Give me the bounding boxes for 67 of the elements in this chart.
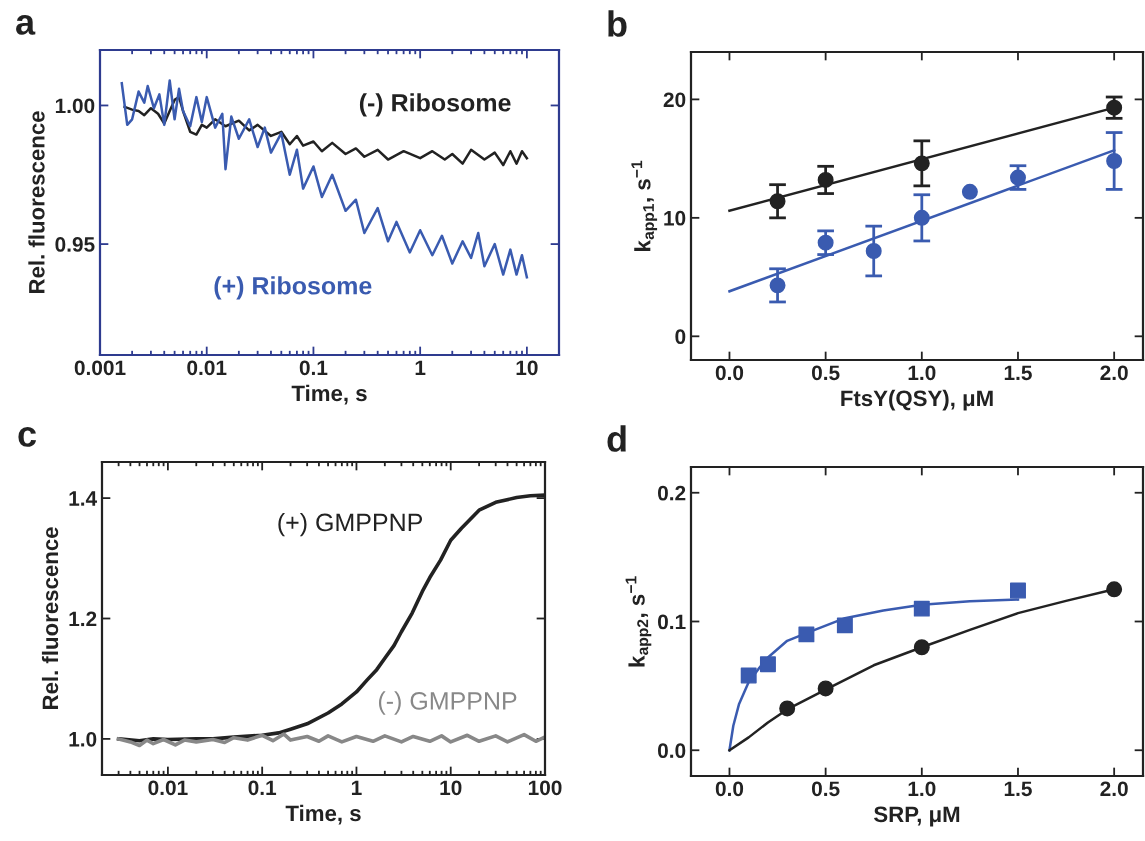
x-tick-label: 1.0 [908, 781, 936, 797]
x-tick-label: 2.0 [1100, 365, 1128, 381]
x-tick-label: 1 [351, 780, 362, 795]
point [913, 639, 930, 656]
x-tick-label: 0.5 [811, 365, 840, 381]
chart-title: c [18, 427, 37, 447]
y-axis-title: k$_{app2}$, s$^{−1}$ [625, 576, 652, 667]
series-label: (+) GMPPNP [278, 512, 423, 537]
point [798, 626, 815, 643]
y-tick-label: 1.00 [55, 98, 95, 114]
x-tick-label: 0.1 [248, 780, 277, 796]
x-tick-label: 1.5 [1004, 781, 1032, 797]
point [817, 171, 834, 188]
point [769, 277, 786, 294]
y-axis-title: k$_{app1}$, s$^{−1}$ [631, 160, 658, 251]
y-tick-label: 0 [675, 329, 686, 345]
point [836, 617, 853, 634]
x-tick-label: 100 [528, 780, 562, 796]
point [913, 600, 930, 617]
point [865, 243, 882, 259]
y-tick-label: 0.2 [658, 485, 686, 501]
chart-title: a [16, 15, 36, 35]
x-tick-label: 0.001 [74, 360, 126, 376]
y-tick-label: 0.1 [658, 614, 686, 630]
x-tick-label: 0.01 [148, 780, 188, 796]
x-tick-label: 10 [516, 360, 538, 376]
y-tick-label: 1.4 [69, 491, 98, 506]
x-tick-label: 0.0 [715, 781, 744, 797]
x-tick-label: 1 [415, 360, 426, 375]
y-tick-label: 0.0 [658, 743, 686, 758]
y-axis-title: Rel. fluorescence [28, 111, 45, 294]
point [1106, 153, 1123, 169]
series-label: (-) GMPPNP [378, 691, 517, 715]
x-tick-label: 1.0 [908, 365, 936, 381]
x-axis-title: SRP, μM [873, 806, 960, 827]
x-tick-label: 0.01 [187, 360, 227, 376]
point [1010, 582, 1026, 599]
point [1010, 169, 1026, 186]
x-tick-label: 0.5 [811, 781, 840, 797]
point [769, 193, 786, 210]
point [913, 209, 930, 226]
y-tick-label: 1.0 [69, 731, 97, 747]
point [817, 680, 834, 697]
y-axis-title: Rel. fluorescence [41, 527, 59, 710]
y-tick-label: 1.2 [69, 611, 97, 627]
x-axis-title: FtsY(QSY), μM [841, 389, 993, 411]
x-tick-label: 2.0 [1100, 781, 1128, 797]
point [913, 155, 930, 172]
x-tick-label: 0.0 [715, 365, 744, 381]
point [759, 656, 776, 673]
point [779, 700, 796, 717]
point [740, 667, 757, 684]
x-tick-label: 1.5 [1004, 365, 1032, 381]
series-label: (+) Ribosome [214, 276, 372, 300]
x-tick-label: 10 [440, 780, 462, 796]
chart-title: b [608, 10, 627, 37]
point [817, 234, 834, 251]
x-axis-title: Time, s [285, 804, 361, 825]
y-tick-label: 0.95 [55, 237, 95, 252]
y-tick-label: 20 [663, 92, 686, 108]
x-tick-label: 0.1 [299, 360, 328, 376]
y-tick-label: 10 [664, 210, 686, 226]
chart-title: d [607, 425, 626, 452]
series-label: (-) Ribosome [359, 93, 511, 117]
point [1106, 581, 1123, 598]
point [961, 183, 978, 200]
x-axis-title: Time, s [291, 384, 367, 405]
